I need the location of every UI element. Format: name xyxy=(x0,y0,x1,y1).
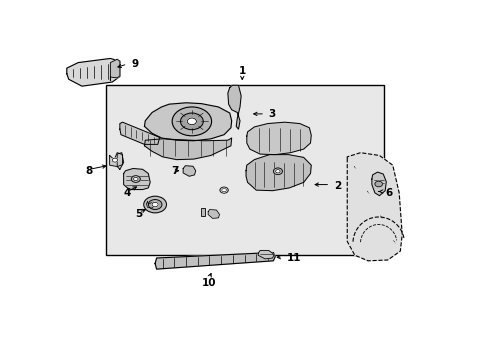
Circle shape xyxy=(275,170,280,173)
Text: 3: 3 xyxy=(268,109,276,119)
Polygon shape xyxy=(146,201,155,208)
Polygon shape xyxy=(245,155,311,191)
Text: 6: 6 xyxy=(385,188,391,198)
Bar xyxy=(200,208,204,216)
Circle shape xyxy=(273,168,282,175)
Circle shape xyxy=(133,177,138,181)
Polygon shape xyxy=(208,210,219,219)
Polygon shape xyxy=(371,172,386,195)
Polygon shape xyxy=(117,153,123,169)
Circle shape xyxy=(148,199,162,210)
Circle shape xyxy=(187,118,196,125)
Text: 4: 4 xyxy=(123,188,131,198)
Text: 5: 5 xyxy=(135,209,142,219)
Polygon shape xyxy=(120,122,159,144)
Text: 9: 9 xyxy=(131,59,138,69)
Circle shape xyxy=(220,187,228,193)
Text: 8: 8 xyxy=(85,166,93,176)
Text: 7: 7 xyxy=(171,166,178,176)
Bar xyxy=(105,85,384,255)
Circle shape xyxy=(131,176,140,183)
Polygon shape xyxy=(67,58,120,86)
Polygon shape xyxy=(123,168,150,190)
Polygon shape xyxy=(346,153,401,261)
Polygon shape xyxy=(109,153,122,167)
Polygon shape xyxy=(155,252,275,269)
Text: 11: 11 xyxy=(286,253,301,263)
Text: 2: 2 xyxy=(333,181,341,191)
Polygon shape xyxy=(183,166,195,176)
Circle shape xyxy=(222,188,226,192)
Text: 10: 10 xyxy=(201,278,216,288)
Circle shape xyxy=(180,113,203,130)
Circle shape xyxy=(172,107,211,136)
Polygon shape xyxy=(144,138,231,159)
Circle shape xyxy=(152,202,158,207)
Circle shape xyxy=(143,196,166,213)
Circle shape xyxy=(374,181,382,187)
Polygon shape xyxy=(110,59,120,81)
Polygon shape xyxy=(227,85,241,129)
Text: 1: 1 xyxy=(238,66,245,76)
Polygon shape xyxy=(246,122,311,155)
Polygon shape xyxy=(258,251,274,259)
Polygon shape xyxy=(144,103,231,141)
Circle shape xyxy=(112,158,117,162)
